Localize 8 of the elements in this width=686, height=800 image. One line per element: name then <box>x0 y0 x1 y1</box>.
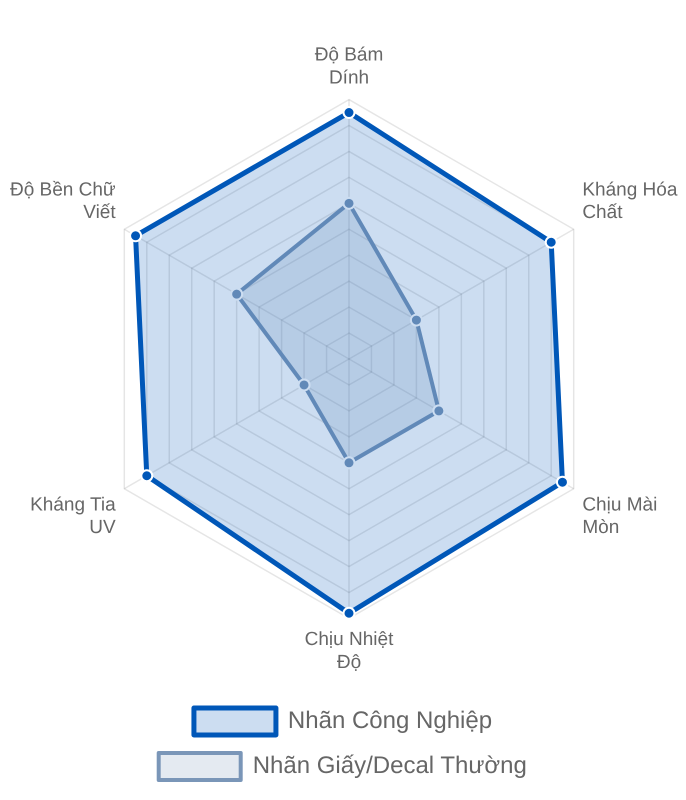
legend-label: Nhãn Công Nghiệp <box>288 707 492 734</box>
spoke-label: Độ Bền Chữ Viết <box>10 179 116 224</box>
spoke-label: Chịu Nhiệt Độ <box>304 629 394 673</box>
spoke-label: Chịu Mài Mòn <box>582 494 658 538</box>
spoke-label: Kháng Hóa Chất <box>582 179 678 224</box>
legend-label: Nhãn Giấy/Decal Thường <box>252 752 527 780</box>
spoke-label: Kháng Tia UV <box>30 494 116 538</box>
spoke-label: Độ Bám Dính <box>314 44 384 88</box>
